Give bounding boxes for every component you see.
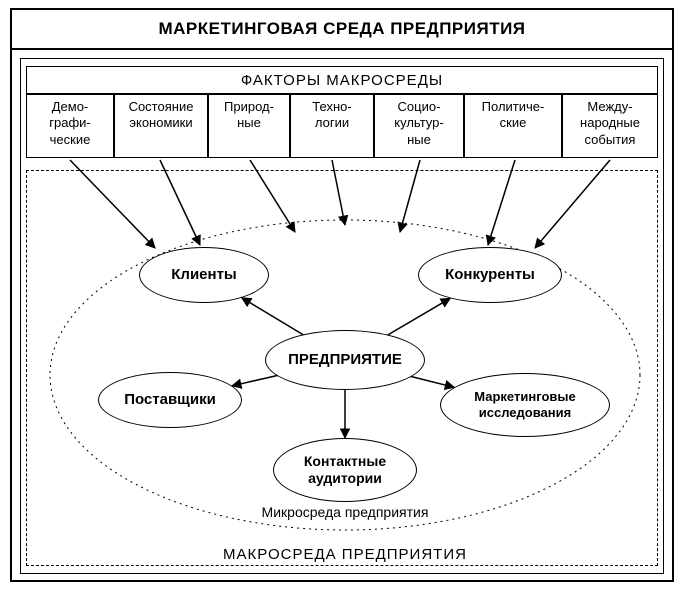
page-title: МАРКЕТИНГОВАЯ СРЕДА ПРЕДПРИЯТИЯ	[10, 8, 674, 50]
factor-box-2: Природ- ные	[208, 94, 290, 158]
node-research: Маркетинговые исследования	[440, 373, 610, 437]
factor-box-1: Состояние экономики	[114, 94, 208, 158]
title-text: МАРКЕТИНГОВАЯ СРЕДА ПРЕДПРИЯТИЯ	[158, 19, 525, 39]
macro-header-text: ФАКТОРЫ МАКРОСРЕДЫ	[241, 72, 443, 89]
macro-label-text: МАКРОСРЕДА ПРЕДПРИЯТИЯ	[223, 546, 467, 563]
factor-box-5: Политиче- ские	[464, 94, 562, 158]
micro-label-text: Микросреда предприятия	[262, 504, 429, 520]
macro-label: МАКРОСРЕДА ПРЕДПРИЯТИЯ	[200, 546, 490, 563]
node-suppliers: Поставщики	[98, 372, 242, 428]
micro-label: Микросреда предприятия	[240, 504, 450, 520]
diagram-root: МАРКЕТИНГОВАЯ СРЕДА ПРЕДПРИЯТИЯ ФАКТОРЫ …	[0, 0, 688, 597]
node-center: ПРЕДПРИЯТИЕ	[265, 330, 425, 390]
node-clients: Клиенты	[139, 247, 269, 303]
factor-box-4: Социо- культур- ные	[374, 94, 464, 158]
node-contacts: Контактные аудитории	[273, 438, 417, 502]
node-competitors: Конкуренты	[418, 247, 562, 303]
factor-box-0: Демо- графи- ческие	[26, 94, 114, 158]
factor-box-3: Техно- логии	[290, 94, 374, 158]
factor-box-6: Между- народные события	[562, 94, 658, 158]
macro-factors-header: ФАКТОРЫ МАКРОСРЕДЫ	[26, 66, 658, 94]
